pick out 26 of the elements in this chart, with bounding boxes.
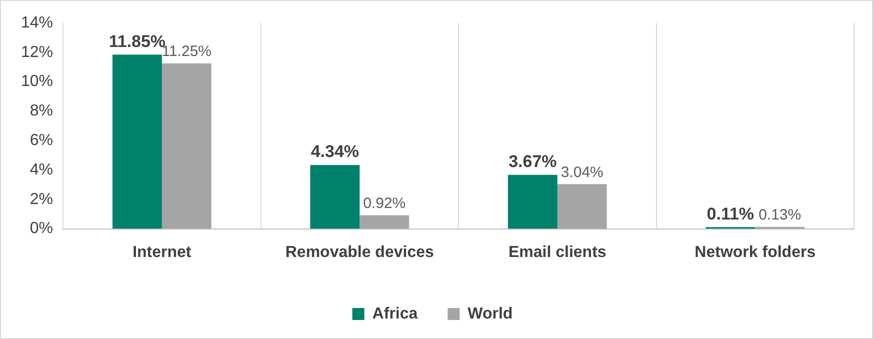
bar — [360, 215, 410, 229]
x-tick-label: Internet — [132, 244, 192, 261]
legend-label: World — [468, 305, 513, 322]
y-tick-label: 4% — [30, 161, 54, 178]
data-label: 4.34% — [310, 142, 360, 162]
legend-label: Africa — [372, 305, 418, 322]
data-label: 0.13% — [758, 206, 802, 224]
y-tick-label: 8% — [30, 102, 54, 120]
bar — [310, 165, 360, 229]
bar — [112, 54, 162, 229]
data-label: 3.04% — [560, 164, 604, 181]
y-tick-label: 0% — [30, 220, 54, 238]
bar — [162, 63, 212, 229]
data-label: 0.92% — [363, 194, 406, 212]
x-tick-label: Removable devices — [285, 244, 434, 261]
y-tick-label: 12% — [20, 44, 54, 61]
y-tick-label: 2% — [30, 190, 54, 208]
y-tick-label: 10% — [20, 73, 54, 90]
data-label: 3.67% — [508, 152, 557, 172]
bar — [508, 174, 558, 229]
x-tick-label: Email clients — [508, 244, 606, 261]
data-label: 0.11% — [706, 204, 754, 224]
y-tick-label: 6% — [30, 132, 54, 150]
x-tick-label: Network folders — [694, 244, 816, 261]
y-tick-label: 14% — [20, 14, 54, 32]
bar — [557, 184, 607, 229]
